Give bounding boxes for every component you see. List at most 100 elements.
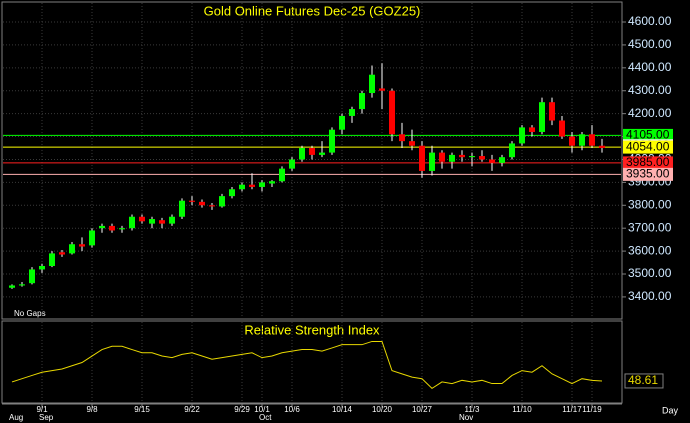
y-tick-label: 4300.00 [628,83,672,97]
x-tick-label: 11/10 [512,405,532,414]
candle-body [379,88,385,91]
candle-body [269,181,275,184]
candle-body [49,253,55,266]
candle-body [259,182,265,187]
rsi-value-box [624,373,664,389]
x-tick-label: 9/29 [234,405,250,414]
x-tick-label: 11/3 [465,405,481,414]
x-tick-label: 10/14 [332,405,353,414]
month-label: Aug [9,413,23,422]
candle-body [429,152,435,171]
y-tick-label: 4400.00 [628,60,672,74]
candle-body [369,74,375,94]
x-tick-label: 9/15 [134,405,150,414]
candle-body [439,152,445,162]
level-label: 3935.00 [626,167,670,181]
y-tick-label: 3700.00 [628,220,672,234]
rsi-value-label: 48.61 [628,373,658,387]
x-tick-label: 10/27 [412,405,433,414]
month-label: Oct [259,413,272,422]
candle-body [249,184,255,187]
candle-body [499,157,505,163]
y-tick-label: 3400.00 [628,289,672,303]
x-tick-label: 11/17 [562,405,582,414]
level-box [623,128,673,142]
x-tick-label: 11/19 [582,405,602,414]
level-label: 4105.00 [626,128,670,142]
candle-body [549,102,555,121]
candle-body [319,152,325,155]
price-panel [1,1,623,320]
y-tick-label: 3500.00 [628,266,672,280]
candle-body [99,225,105,229]
candle-body [169,216,175,224]
candle-body [449,154,455,162]
candle-body [529,127,535,132]
candle-body [489,159,495,163]
y-tick-label: 4200.00 [628,106,672,120]
candle-body [179,200,185,217]
level-label: 4054.00 [626,139,670,153]
month-label: Nov [459,413,473,422]
candle-body [599,145,605,149]
candle-body [479,156,485,160]
candle-body [29,269,35,284]
candle-body [119,228,125,230]
rsi-title: Relative Strength Index [244,322,380,337]
candle-body [109,225,115,231]
candle-body [539,102,545,132]
candle-body [149,219,155,224]
candle-body [309,148,315,155]
y-tick-label: 3600.00 [628,243,672,257]
level-label: 3985.00 [626,155,670,169]
candle-body [299,148,305,160]
level-box [623,167,673,181]
candle-body [219,196,225,207]
level-box [623,156,673,170]
x-tick-label: 9/8 [86,405,98,414]
candle-body [159,220,165,224]
candle-body [349,109,355,116]
candle-body [579,134,585,146]
month-label: Sep [39,413,54,422]
candle-body [359,93,365,110]
y-tick-label: 4600.00 [628,14,672,28]
candle-body [289,159,295,169]
period-label: Day [662,405,679,415]
candle-body [409,141,415,146]
candle-body [329,129,335,153]
x-tick-label: 10/1 [254,405,270,414]
candle-body [389,90,395,135]
candle-body [209,205,215,207]
chart-title: Gold Online Futures Dec-25 (GOZ25) [204,3,421,18]
candle-body [139,216,145,222]
candle-body [59,252,65,255]
candle-body [509,143,515,158]
rsi-panel [1,320,623,404]
candle-body [89,230,95,246]
candle-body [399,134,405,142]
candle-body [199,201,205,206]
candle-body [39,265,45,270]
candle-body [79,244,85,247]
candle-body [459,154,465,158]
candle-body [279,168,285,182]
candle-body [559,120,565,137]
candle-body [129,216,135,229]
candle-body [589,134,595,146]
x-tick-label: 9/1 [36,405,48,414]
y-tick-label: 3800.00 [628,197,672,211]
candle-body [469,156,475,158]
x-tick-label: 10/20 [372,405,393,414]
candle-body [19,284,25,286]
candle-body [339,115,345,130]
candle-body [419,145,425,171]
candle-body [9,285,15,288]
level-box [623,140,673,154]
candle-body [189,200,195,202]
candle-body [239,184,245,190]
candle-body [229,189,235,197]
